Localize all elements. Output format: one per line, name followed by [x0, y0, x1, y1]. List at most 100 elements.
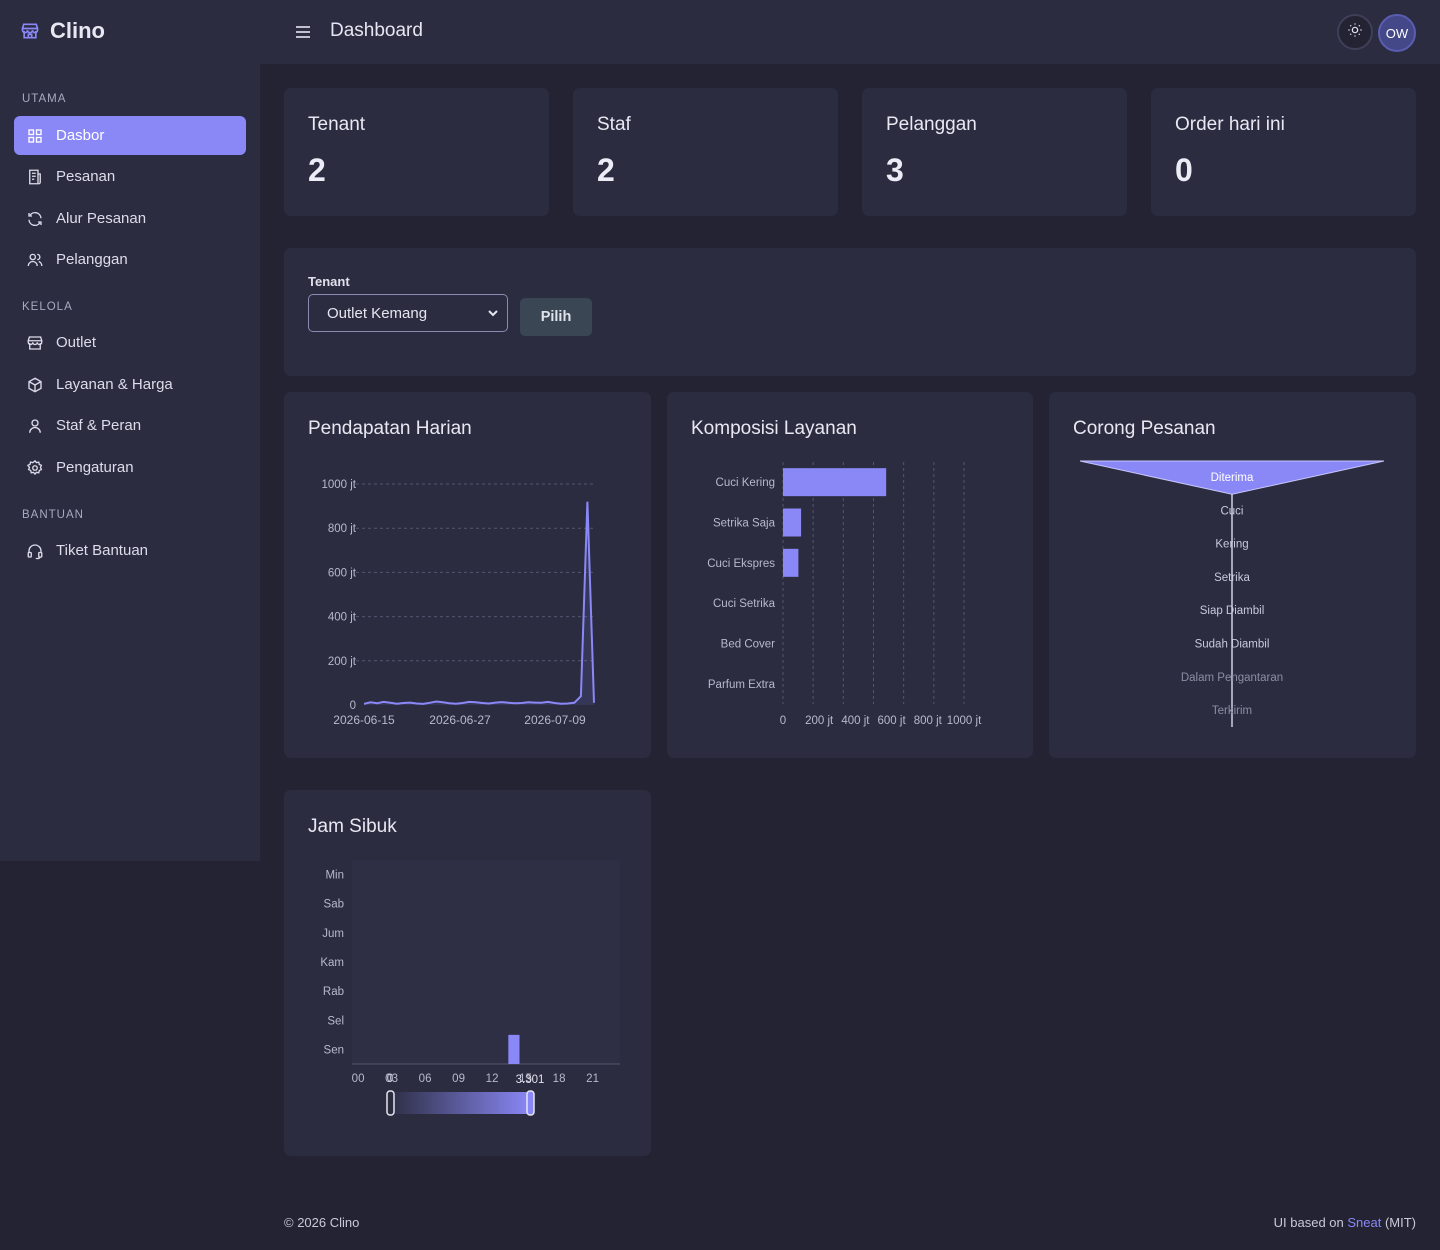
funnel-label: Terkirim	[1212, 705, 1252, 717]
busy-hours-heatmap: Min Sab Jum Kam Rab Sel Sen 00 03 06 09 12 15 18 21 0 3.…	[320, 860, 620, 1116]
visual-map-max-label: 3.301	[516, 1074, 545, 1086]
sidebar-item-label: Staf & Peran	[56, 417, 142, 434]
revenue-line-chart: 0 200 jt 400 jt 600 jt 800 jt 1000 jt 2026-06-…	[321, 479, 596, 727]
brand-name: Clino	[50, 18, 105, 43]
day-label: Kam	[320, 957, 344, 969]
category-label: Cuci Kering	[716, 477, 775, 489]
user-avatar[interactable]: OW	[1378, 14, 1416, 52]
tenant-select[interactable]: Outlet Kemang	[308, 294, 508, 332]
x-tick-label: 2026-06-15	[333, 713, 395, 727]
sidebar-item-staf-peran[interactable]: Staf & Peran	[14, 406, 246, 445]
heatmap-cell	[508, 1034, 520, 1064]
funnel-label: Setrika	[1214, 572, 1250, 584]
y-tick-label: 600 jt	[328, 567, 357, 579]
heatmap-grid	[352, 860, 620, 1064]
package-icon	[26, 376, 44, 394]
x-tick-label: 0	[780, 715, 786, 727]
bar	[783, 508, 802, 537]
visual-map-min-label: 0	[387, 1073, 393, 1085]
stat-card-pelanggan: Pelanggan 3	[862, 88, 1127, 216]
sidebar-item-tiket-bantuan[interactable]: Tiket Bantuan	[14, 531, 246, 570]
sidebar-item-label: Outlet	[56, 334, 97, 351]
chart-title: Komposisi Layanan	[691, 418, 857, 439]
komposisi-layanan-card: Komposisi Layanan Cuci Kering Setrika Saj…	[667, 392, 1033, 758]
theme-toggle-button[interactable]	[1337, 14, 1373, 50]
bar	[783, 548, 799, 577]
x-tick-label: 2026-06-27	[429, 713, 491, 727]
corong-pesanan-card: Corong Pesanan Diterima Cuci Kering Setrika…	[1049, 392, 1416, 758]
chart-title: Pendapatan Harian	[308, 418, 472, 439]
section-label-utama: UTAMA	[22, 93, 67, 105]
order-funnel-chart: Diterima Cuci Kering Setrika Siap Diambil Sud…	[1079, 460, 1385, 727]
y-tick-label: 800 jt	[328, 523, 357, 535]
hour-label: 21	[586, 1073, 599, 1085]
stat-card-order-hari-ini: Order hari ini 0	[1151, 88, 1416, 216]
tenant-select-value: Outlet Kemang	[327, 304, 428, 322]
hour-label: 12	[486, 1073, 499, 1085]
stat-value: 3	[886, 152, 904, 188]
category-label: Setrika Saja	[713, 518, 776, 530]
sidebar-item-label: Pengaturan	[56, 459, 134, 476]
sidebar-item-label: Dasbor	[56, 127, 105, 144]
y-tick-label: 200 jt	[328, 656, 357, 668]
users-icon	[26, 251, 44, 269]
store-logo-icon	[20, 21, 40, 41]
visual-map-handle-min	[386, 1090, 395, 1116]
category-label: Parfum Extra	[708, 679, 776, 691]
x-tick-label: 1000 jt	[947, 715, 982, 727]
funnel-label: Cuci	[1220, 505, 1243, 517]
footer-credit-prefix: UI based on	[1273, 1215, 1348, 1230]
store-icon	[26, 334, 44, 352]
refresh-icon	[26, 210, 44, 228]
x-tick-label: 800 jt	[914, 715, 943, 727]
section-label-kelola: KELOLA	[22, 301, 73, 313]
brand[interactable]: Clino	[20, 18, 105, 44]
page-title: Dashboard	[330, 20, 423, 41]
stat-value: 0	[1175, 152, 1193, 188]
y-tick-label: 1000 jt	[321, 479, 356, 491]
sidebar-item-layanan-harga[interactable]: Layanan & Harga	[14, 365, 246, 404]
chevron-down-icon	[487, 306, 499, 323]
sidebar-item-pesanan[interactable]: Pesanan	[14, 157, 246, 196]
x-tick-label: 200 jt	[805, 715, 834, 727]
funnel-label: Siap Diambil	[1200, 605, 1265, 617]
service-bar-chart: Cuci Kering Setrika Saja Cuci Ekspres Cuci …	[707, 462, 982, 727]
tenant-filter-label: Tenant	[308, 274, 350, 289]
pilih-button[interactable]: Pilih	[520, 298, 592, 336]
day-label: Min	[325, 870, 344, 882]
hour-label: 18	[553, 1073, 566, 1085]
jam-sibuk-card: Jam Sibuk Min Sab Jum Kam Rab Sel Sen 00 03 06 09 1…	[284, 790, 651, 1156]
hour-label: 03	[385, 1073, 398, 1085]
stat-label: Pelanggan	[886, 114, 977, 135]
footer-credit-suffix: (MIT)	[1381, 1215, 1416, 1230]
visual-map-handle-max	[526, 1090, 535, 1116]
sidebar-item-dasbor[interactable]: Dasbor	[14, 116, 246, 155]
user-icon	[26, 417, 44, 435]
sidebar-item-label: Pesanan	[56, 168, 116, 185]
gear-icon	[26, 459, 44, 477]
visual-map-bar	[391, 1092, 531, 1114]
footer-credit: UI based on Sneat (MIT)	[1274, 1215, 1416, 1230]
hour-label: 06	[419, 1073, 432, 1085]
sidebar-item-label: Layanan & Harga	[56, 376, 173, 393]
chart-title: Corong Pesanan	[1073, 418, 1216, 439]
stat-label: Staf	[597, 114, 631, 135]
headset-icon	[26, 542, 44, 560]
sidebar-item-pengaturan[interactable]: Pengaturan	[14, 448, 246, 487]
funnel-label: Dalam Pengantaran	[1181, 672, 1283, 684]
hour-label: 09	[452, 1073, 465, 1085]
menu-icon[interactable]	[294, 23, 312, 41]
sidebar-item-label: Pelanggan	[56, 251, 128, 268]
day-label: Sab	[324, 899, 344, 911]
funnel-label: Kering	[1215, 539, 1248, 551]
sun-icon	[1347, 22, 1363, 43]
stat-label: Tenant	[308, 114, 366, 135]
sidebar-item-outlet[interactable]: Outlet	[14, 323, 246, 362]
sidebar-item-pelanggan[interactable]: Pelanggan	[14, 240, 246, 279]
sneat-link[interactable]: Sneat	[1347, 1215, 1382, 1230]
sidebar: Clino UTAMA Dasbor Pesanan Alur Pesanan …	[0, 0, 260, 861]
sidebar-item-alur-pesanan[interactable]: Alur Pesanan	[14, 199, 246, 238]
day-label: Sen	[324, 1044, 344, 1056]
funnel-segment	[1079, 460, 1385, 495]
category-label: Cuci Ekspres	[707, 558, 775, 570]
